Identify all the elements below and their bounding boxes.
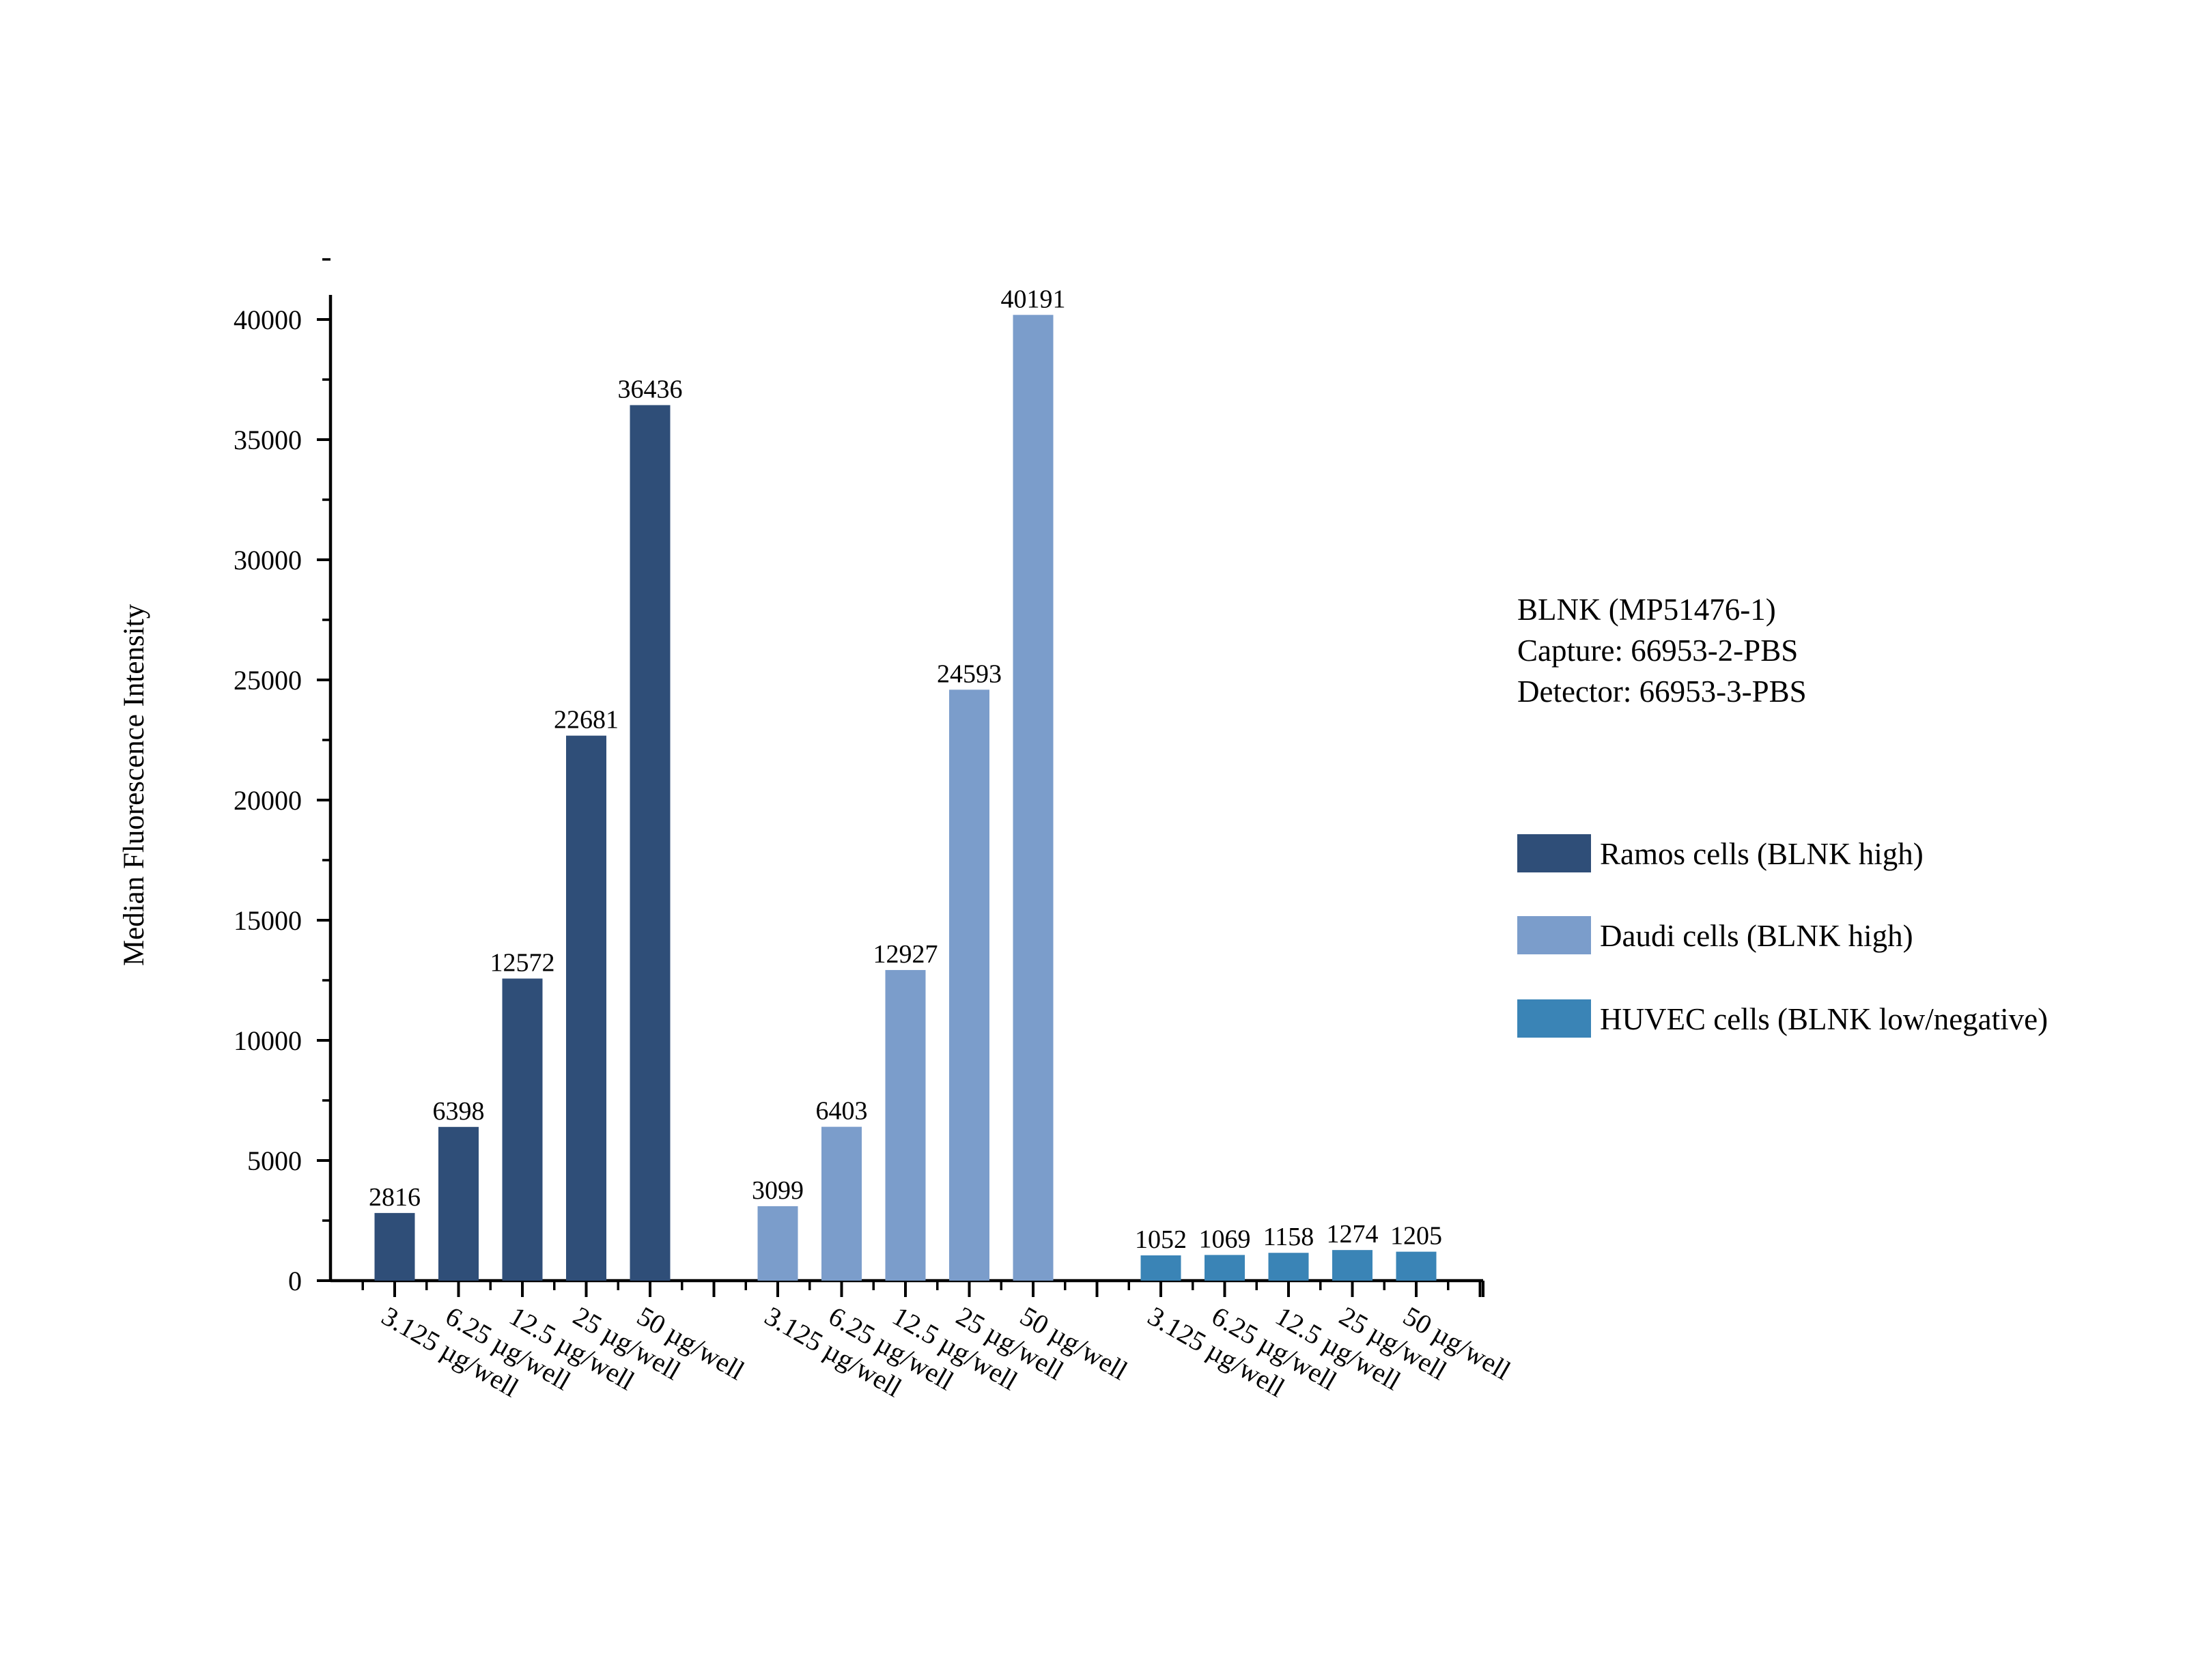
data-label: 6398	[433, 1097, 485, 1126]
bar-ramos-3	[502, 978, 543, 1281]
legend-label: Ramos cells (BLNK high)	[1600, 837, 1924, 871]
x-ticks	[361, 1281, 1484, 1297]
bar-huvec-2	[1205, 1255, 1245, 1281]
data-label: 1205	[1390, 1222, 1442, 1251]
legend-label: HUVEC cells (BLNK low/negative)	[1600, 1002, 2048, 1036]
annotation-line-2: Capture: 66953-2-PBS	[1517, 633, 1798, 668]
y-tick-label: 40000	[234, 304, 302, 335]
data-label: 40191	[1001, 285, 1066, 313]
bar-daudi-5	[1013, 315, 1054, 1281]
bar-ramos-2	[438, 1126, 479, 1281]
data-label: 24593	[937, 659, 1002, 688]
y-tick-label: 25000	[234, 665, 302, 696]
y-axis-label: Median Fluorescence Intensity	[118, 603, 150, 966]
y-tick-label: 5000	[247, 1145, 302, 1176]
bar-huvec-3	[1268, 1253, 1309, 1281]
legend-swatch	[1517, 999, 1591, 1038]
annotation-block: BLNK (MP51476-1) Capture: 66953-2-PBS De…	[1517, 593, 1807, 709]
bar-daudi-3	[885, 969, 926, 1281]
y-tick-label: 0	[288, 1266, 302, 1296]
data-label: 2816	[369, 1183, 421, 1212]
annotation-line-3: Detector: 66953-3-PBS	[1517, 674, 1807, 709]
bar-huvec-4	[1332, 1250, 1372, 1281]
data-label: 1158	[1263, 1223, 1314, 1251]
legend-swatch	[1517, 834, 1591, 872]
y-ticks: 0 5000 10000 15000 20000 25000 30000 35000 40000	[234, 258, 330, 1296]
data-label: 1274	[1327, 1220, 1379, 1249]
data-label: 6403	[816, 1097, 868, 1126]
data-label: 12572	[490, 948, 555, 977]
data-label: 1069	[1199, 1225, 1251, 1253]
bar-daudi-1	[757, 1206, 798, 1281]
legend-label: Daudi cells (BLNK high)	[1600, 919, 1913, 953]
y-tick-label: 30000	[234, 545, 302, 575]
bar-ramos-4	[566, 735, 606, 1281]
legend: Ramos cells (BLNK high) Daudi cells (BLNK…	[1517, 834, 2048, 1038]
bar-daudi-4	[949, 689, 989, 1281]
data-label: 36436	[618, 375, 683, 403]
y-tick-label: 20000	[234, 785, 302, 816]
y-tick-label: 15000	[234, 905, 302, 936]
bar-huvec-5	[1396, 1251, 1437, 1281]
bar-ramos-5	[630, 405, 671, 1281]
bar-huvec-1	[1140, 1255, 1181, 1281]
legend-swatch	[1517, 916, 1591, 954]
data-labels: 2816 6398 12572 22681 36436 3099 6403 12927 2459…	[369, 285, 1442, 1254]
data-label: 22681	[554, 706, 619, 735]
bars	[374, 315, 1437, 1281]
y-tick-label: 35000	[234, 425, 302, 455]
y-tick-label: 10000	[234, 1025, 302, 1056]
data-label: 1052	[1135, 1225, 1187, 1254]
annotation-line-1: BLNK (MP51476-1)	[1517, 593, 1776, 627]
bar-ramos-1	[374, 1212, 415, 1281]
data-label: 3099	[752, 1176, 804, 1205]
bar-daudi-2	[821, 1126, 862, 1281]
data-label: 12927	[873, 940, 938, 969]
